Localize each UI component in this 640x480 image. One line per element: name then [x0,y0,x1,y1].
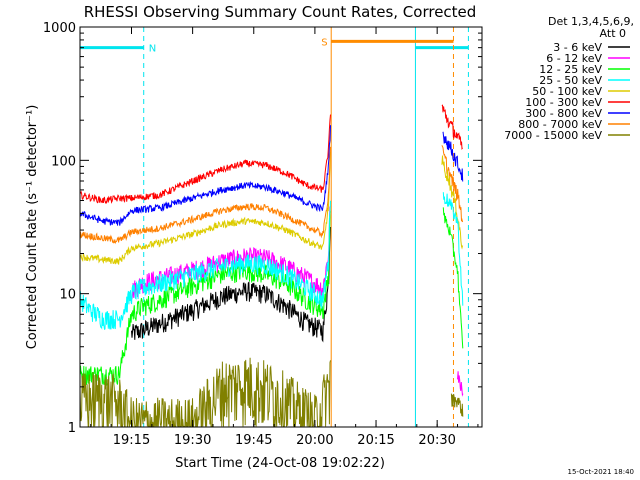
series-line-50-100-kev [79,151,331,265]
y-axis-label: Corrected Count Rate (s⁻¹ detector⁻¹) [25,105,40,350]
x-axis-label: Start Time (24-Oct-08 19:02:22) [175,456,385,471]
legend-label-12-25-kev: 12 - 25 keV [539,63,602,76]
series-line-post-7000-15000-kev [450,393,464,417]
legend-label-25-50-kev: 25 - 50 keV [539,74,602,87]
series-line-post-6-12-kev [457,371,464,397]
series-line-post-100-300-kev [441,104,463,150]
series-lines [79,104,464,427]
series-line-post-25-50-kev [442,192,464,306]
x-tick-label-19-30: 19:30 [174,433,211,448]
series-line-300-800-kev [79,125,331,226]
x-tick-label-19-15: 19:15 [113,433,150,448]
series-line-100-300-kev [79,114,331,205]
plot-frame [79,26,483,428]
legend-label-3-6-kev: 3 - 6 keV [553,41,602,54]
series-line-6-12-kev [131,205,331,300]
series-line-post-12-25-kev [442,207,464,349]
y-tick-label-1: 1 [68,421,76,436]
footer-timestamp: 15-Oct-2021 18:40 [568,468,634,476]
legend-label-100-300-kev: 100 - 300 keV [525,96,602,109]
series-line-7000-15000-kev [79,357,331,427]
y-tick-label-10: 10 [59,288,76,303]
flag-label-n: N [149,44,156,55]
series-line-25-50-kev [79,200,331,331]
series-line-post-50-100-kev [441,155,464,250]
series-line-post-300-800-kev [442,131,464,182]
legend-label-300-800-kev: 300 - 800 keV [525,107,602,120]
flag-label-s: S [321,37,327,48]
legend-label-6-12-kev: 6 - 12 keV [546,52,602,65]
y-tick-label-100: 100 [51,154,76,169]
series-line-post-800-7000-kev [441,145,464,223]
legend-label-50-100-kev: 50 - 100 keV [532,85,602,98]
legend-label-800-7000-kev: 800 - 7000 keV [518,118,602,131]
x-tick-label-20-30: 20:30 [418,433,455,448]
axes: 19:15 19:30 19:45 20:00 20:15 20:30 1 10 100 1000 [43,21,482,448]
legend-label-7000-15000-kev: 7000 - 15000 keV [504,129,602,142]
chart-title: RHESSI Observing Summary Count Rates, Co… [84,3,477,21]
series-line-3-6-kev [131,226,331,343]
x-tick-label-20-15: 20:15 [357,433,394,448]
legend-header-line-2: Att 0 [600,27,626,40]
flag-bars: NS [79,27,469,427]
y-tick-label-1000: 1000 [43,21,76,36]
series-line-800-7000-kev [79,146,331,245]
legend-header-line-1: Det 1,3,4,5,6,9, [548,15,634,28]
x-tick-label-20-00: 20:00 [296,433,333,448]
x-tick-label-19-45: 19:45 [235,433,272,448]
